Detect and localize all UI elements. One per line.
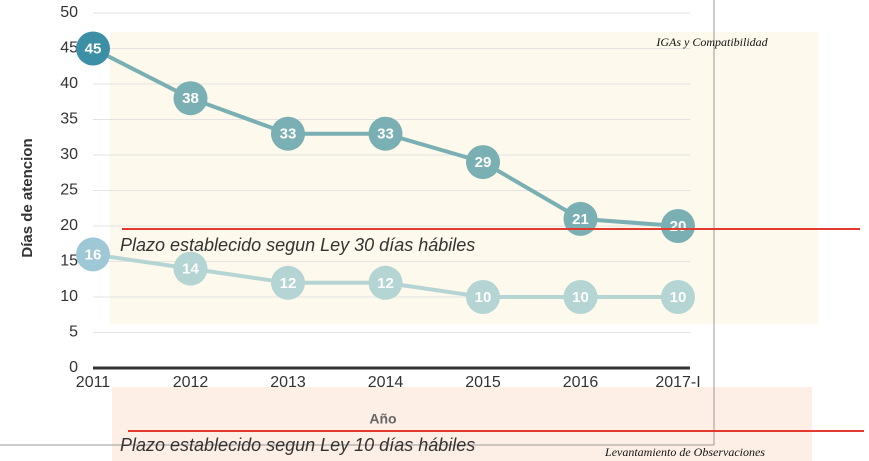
data-label: 16 bbox=[85, 246, 102, 263]
y-tick-label: 15 bbox=[60, 253, 78, 270]
point bbox=[466, 145, 500, 180]
x-tick-label: 2015 bbox=[465, 374, 501, 391]
point bbox=[173, 251, 208, 286]
point bbox=[76, 237, 110, 272]
point bbox=[76, 31, 110, 66]
point bbox=[271, 116, 305, 151]
point bbox=[368, 116, 403, 151]
data-label: 14 bbox=[182, 261, 199, 278]
y-tick-label: 35 bbox=[60, 111, 78, 128]
y-axis-label: Días de atencion bbox=[19, 138, 36, 257]
annotation: Plazo establecido segun Ley 30 días hábi… bbox=[120, 235, 475, 255]
series-label: IGAs y Compatibilidad bbox=[655, 35, 768, 49]
data-label: 33 bbox=[377, 126, 394, 143]
point bbox=[466, 280, 500, 314]
y-tick-label: 25 bbox=[60, 182, 78, 199]
point bbox=[661, 209, 695, 243]
x-tick-label: 2011 bbox=[76, 374, 111, 391]
data-label: 10 bbox=[670, 289, 687, 306]
data-label: 10 bbox=[475, 289, 492, 306]
point bbox=[368, 265, 403, 300]
data-label: 29 bbox=[475, 154, 492, 171]
x-tick-label: 2013 bbox=[270, 374, 306, 391]
point bbox=[661, 280, 695, 314]
series-label: Levantamiento de Observaciones bbox=[604, 445, 765, 459]
y-tick-label: 0 bbox=[69, 359, 78, 376]
data-label: 20 bbox=[670, 218, 687, 235]
y-tick-label: 20 bbox=[60, 217, 78, 234]
data-label: 12 bbox=[377, 275, 394, 292]
x-tick-label: 2017-I bbox=[655, 374, 700, 391]
y-tick-label: 5 bbox=[69, 324, 78, 341]
x-axis-label: Año bbox=[369, 411, 396, 427]
data-label: 45 bbox=[85, 40, 102, 57]
data-label: 12 bbox=[280, 275, 297, 292]
y-tick-label: 30 bbox=[60, 146, 78, 163]
highlight-box bbox=[110, 32, 818, 324]
data-label: 33 bbox=[280, 126, 297, 143]
y-tick-label: 40 bbox=[60, 75, 78, 92]
x-tick-label: 2012 bbox=[173, 374, 209, 391]
y-tick-label: 45 bbox=[60, 40, 78, 57]
x-tick-label: 2016 bbox=[563, 374, 599, 391]
point bbox=[563, 201, 598, 236]
y-tick-label: 50 bbox=[60, 4, 78, 21]
point bbox=[173, 81, 208, 116]
y-tick-label: 10 bbox=[60, 288, 78, 305]
highlight-box bbox=[112, 387, 812, 461]
data-label: 21 bbox=[572, 211, 589, 228]
annotation: Plazo establecido segun Ley 10 días hábi… bbox=[120, 435, 475, 455]
data-label: 10 bbox=[572, 289, 589, 306]
point bbox=[563, 280, 598, 314]
point bbox=[271, 265, 305, 300]
x-tick-label: 2014 bbox=[368, 374, 404, 391]
data-label: 38 bbox=[182, 90, 199, 107]
